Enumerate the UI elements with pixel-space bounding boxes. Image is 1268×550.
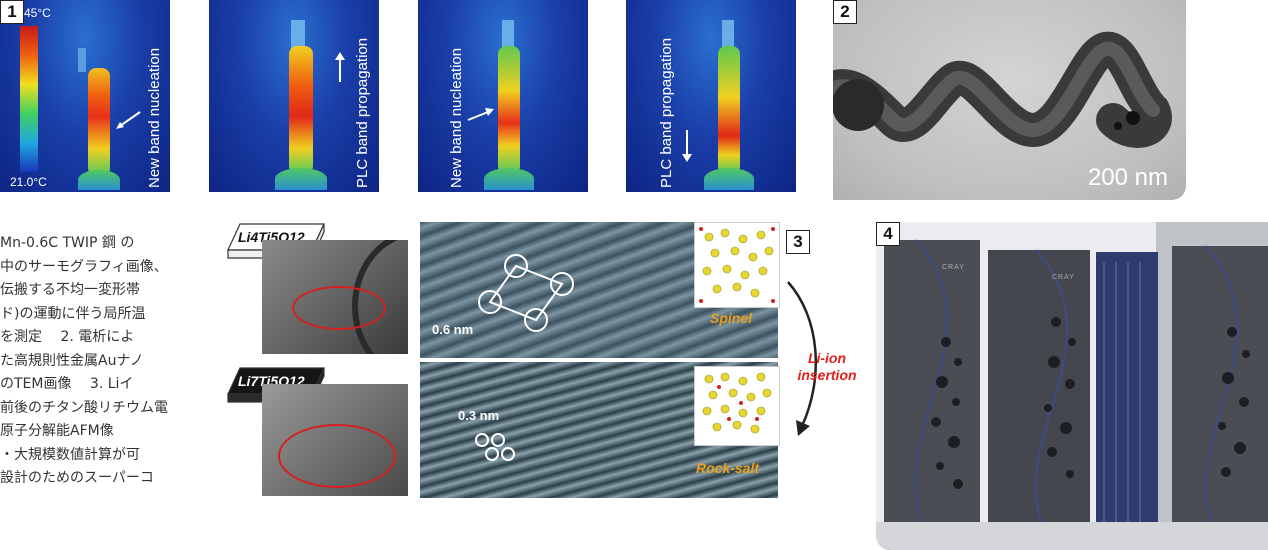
- caption-line: 前後のチタン酸リチウム電: [0, 399, 168, 416]
- cabinet-illustration: [876, 222, 1268, 550]
- caption-line: ・大規模数値計算が可: [0, 446, 140, 463]
- thermography-frame-4: PLC band propagation: [626, 0, 796, 192]
- figure-badge-4: 4: [876, 222, 900, 246]
- insertion-line: insertion: [797, 367, 857, 383]
- thermography-frame-1: 1 45°C 21.0°C New band nucleation: [0, 0, 170, 192]
- frame-label: PLC band propagation: [658, 37, 675, 188]
- caption-line: 設計のためのスーパーコ: [0, 470, 154, 486]
- specimen-band: [498, 46, 520, 174]
- brand-logo-1: CRAY: [942, 264, 965, 271]
- caption-line: 中のサーモグラフィ画像、: [0, 258, 168, 275]
- bottom-sample-photo: [262, 384, 408, 496]
- specimen-base: [484, 168, 534, 190]
- specimen-base: [275, 168, 327, 190]
- crystal-inset-bottom: [694, 366, 780, 446]
- specimen-band: [289, 46, 313, 174]
- caption-line: 伝搬する不均一変形帯: [0, 282, 140, 298]
- li-ion-line: Li-ion: [807, 350, 847, 366]
- figure-caption: Mn-0.6C TWIP 鋼 の 中のサーモグラフィ画像、 伝搬する不均一変形帯…: [0, 232, 210, 491]
- scale-min-label: 21.0°C: [10, 175, 47, 189]
- lattice-overlay: [475, 433, 515, 461]
- phase-label-bottom: Rock-salt: [696, 460, 760, 476]
- specimen-base: [704, 168, 754, 190]
- curved-arrow-icon: [787, 281, 817, 436]
- nanowire-shape: [833, 32, 1172, 148]
- caption-line: のTEM画像 3. Liイ: [0, 376, 134, 392]
- brand-logo-2: CRAY: [1052, 274, 1075, 281]
- red-ring: [278, 424, 396, 488]
- arrow-down-icon: [682, 130, 692, 162]
- figure-badge-2: 2: [833, 0, 857, 24]
- color-scale-bar: [20, 26, 38, 172]
- thermography-frame-2: PLC band propagation: [209, 0, 379, 192]
- specimen-grip: [291, 20, 305, 50]
- crystal-structure-icon: [699, 227, 775, 303]
- figure-badge-3: 3: [786, 230, 810, 254]
- scale-max-label: 45°C: [24, 6, 51, 20]
- li-ion-insertion-label: Li-ion insertion: [782, 350, 872, 384]
- supercomputer-photo: 4 CRAY CRAY: [876, 222, 1268, 550]
- specimen-grip: [502, 20, 514, 50]
- caption-line: た高規則性金属Auナノ: [0, 352, 144, 369]
- crystal-inset-top: [694, 222, 780, 308]
- caption-line: を測定 2. 電析によ: [0, 329, 135, 345]
- specimen-grip: [78, 48, 86, 72]
- phase-label-top: Spinel: [710, 310, 753, 326]
- specimen-base: [78, 170, 120, 190]
- specimen-grip: [722, 20, 734, 50]
- red-ring: [292, 286, 386, 330]
- specimen-band: [88, 68, 110, 176]
- frame-label: New band nucleation: [146, 47, 163, 188]
- tem-image-panel: 2 200 nm: [833, 0, 1186, 200]
- frame-label: New band nucleation: [448, 47, 465, 188]
- frame-label: PLC band propagation: [354, 37, 371, 188]
- crystal-structure-icon: [702, 372, 772, 434]
- specimen-band: [718, 46, 740, 174]
- scale-bar-label: 200 nm: [1087, 164, 1168, 191]
- caption-line: ド)の運動に伴う局所温: [0, 305, 146, 322]
- caption-line: Mn-0.6C TWIP 鋼 の: [0, 235, 135, 251]
- measure-label-bottom: 0.3 nm: [458, 408, 500, 423]
- arrow-icon: [116, 111, 141, 129]
- top-sample-photo: [262, 240, 408, 354]
- figure-badge-1: 1: [0, 0, 24, 24]
- arrow-icon: [467, 108, 494, 121]
- measure-label-top: 0.6 nm: [432, 322, 474, 337]
- caption-line: 原子分解能AFM像: [0, 423, 114, 439]
- arrow-up-icon: [335, 52, 345, 82]
- lattice-overlay: [478, 254, 574, 332]
- thermography-frame-3: New band nucleation: [418, 0, 588, 192]
